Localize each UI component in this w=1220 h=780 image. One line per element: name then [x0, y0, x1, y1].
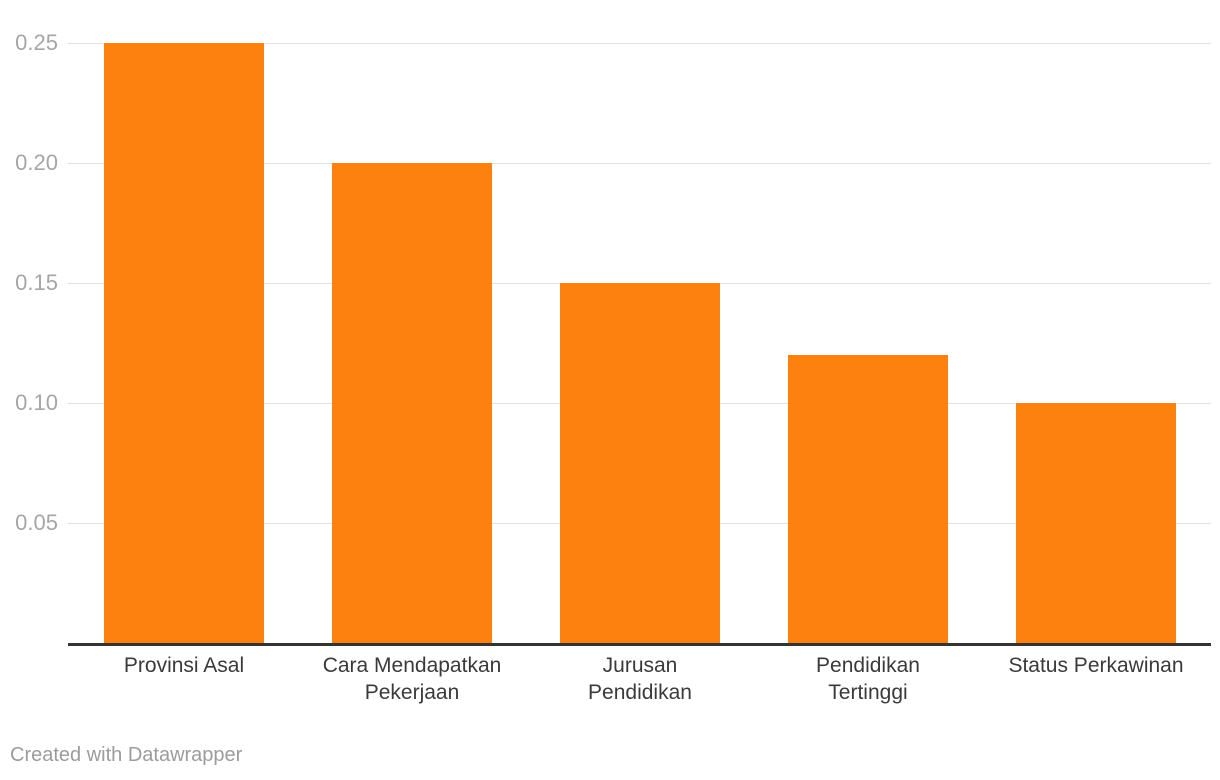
y-tick-label: 0.15 — [15, 270, 58, 295]
y-tick-label: 0.10 — [15, 390, 58, 415]
bar-1[interactable] — [104, 43, 264, 643]
category-label-2: Cara Mendapatkan Pekerjaan — [298, 652, 526, 706]
y-tick-label: 0.25 — [15, 30, 58, 55]
bar-2[interactable] — [332, 163, 492, 643]
datawrapper-attribution-link[interactable]: Created with Datawrapper — [10, 744, 243, 766]
category-label-1: Provinsi Asal — [70, 652, 298, 679]
category-label-line: Pendidikan — [816, 654, 920, 677]
y-tick-label: 0.05 — [15, 510, 58, 535]
bar-4[interactable] — [788, 355, 948, 643]
category-label-5: Status Perkawinan — [982, 652, 1210, 679]
y-tick-label: 0.20 — [15, 150, 58, 175]
category-label-3: Jurusan Pendidikan — [526, 652, 754, 706]
category-label-line: Status Perkawinan — [1008, 654, 1184, 677]
category-label-line: Cara Mendapatkan — [322, 654, 502, 677]
bar-5[interactable] — [1016, 403, 1176, 643]
category-label-line: Jurusan — [602, 654, 678, 677]
y-gridline — [68, 43, 1211, 44]
category-label-line: Pekerjaan — [364, 681, 460, 704]
category-label-4: Pendidikan Tertinggi — [754, 652, 982, 706]
bar-3[interactable] — [560, 283, 720, 643]
x-axis-line — [68, 643, 1211, 646]
y-gridline — [68, 163, 1211, 164]
category-label-line: Pendidikan — [588, 681, 692, 704]
category-label-line: Tertinggi — [828, 681, 908, 704]
category-label-line: Provinsi Asal — [123, 654, 245, 677]
